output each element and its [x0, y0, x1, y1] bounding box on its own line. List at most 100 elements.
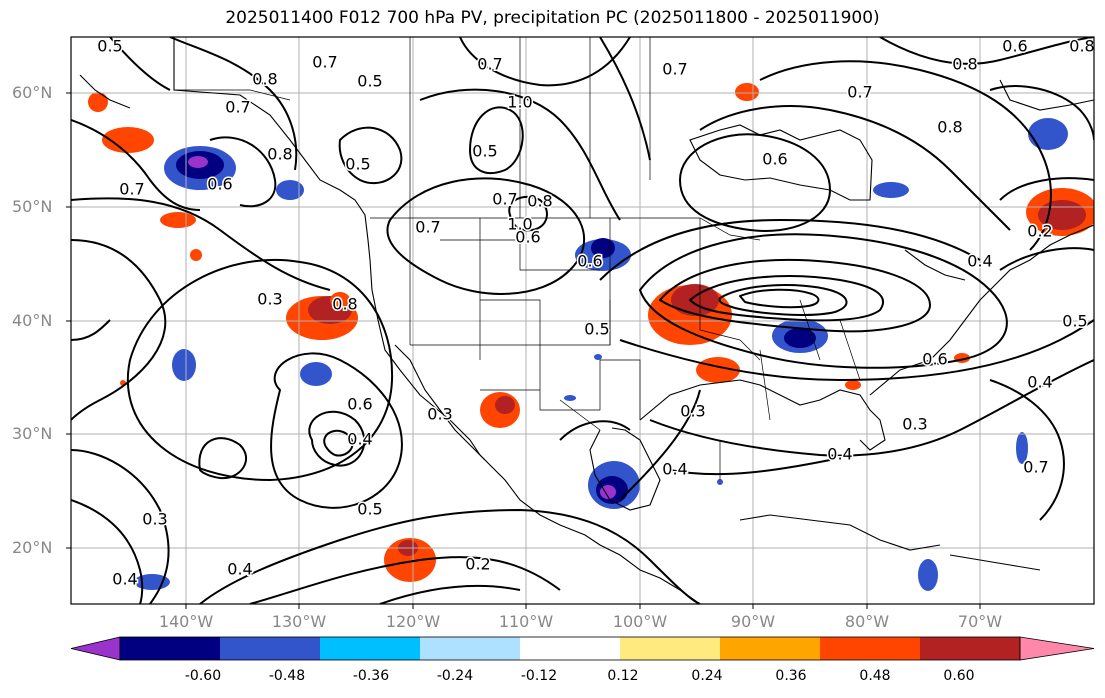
- contour-label: 0.5: [584, 320, 609, 339]
- lon-label: 110°W: [498, 612, 554, 631]
- contour-label: 0.7: [225, 98, 250, 117]
- precip-area: [1016, 432, 1028, 464]
- contour-label: 0.7: [1023, 458, 1048, 477]
- lat-label: 20°N: [12, 538, 53, 557]
- colorbar-swatch: [1019, 636, 1095, 661]
- contour-label: 0.6: [515, 228, 540, 247]
- precip-area: [172, 349, 196, 381]
- precip-area: [188, 156, 208, 168]
- colorbar-swatch: [520, 637, 621, 660]
- contour-label: 0.7: [312, 53, 337, 72]
- pv-contours: [71, 37, 1094, 604]
- lon-label: 80°W: [844, 612, 890, 631]
- precip-area: [88, 92, 108, 112]
- precip-area: [384, 538, 436, 582]
- contour-label: 0.8: [937, 118, 962, 137]
- precip-area: [671, 284, 719, 316]
- lon-label: 100°W: [612, 612, 668, 631]
- colorbar-tick-label: 0.48: [859, 668, 891, 684]
- contour-label: 0.5: [357, 500, 382, 519]
- contour-label: 0.5: [345, 155, 370, 174]
- contour-label: 0.2: [1027, 222, 1052, 241]
- contour-label: 0.4: [662, 460, 687, 479]
- contour-label: 0.4: [112, 570, 137, 589]
- colorbar-tick-label: -0.60: [184, 668, 222, 684]
- precip-area: [276, 180, 304, 200]
- precip-area: [918, 559, 938, 591]
- colorbar-tick-label: 0.36: [775, 668, 807, 684]
- contour-label: 1.0: [507, 93, 532, 112]
- contour-label: 0.4: [227, 560, 252, 579]
- contour-label: 0.6: [922, 350, 947, 369]
- contour-label: 0.4: [967, 252, 992, 271]
- contour-label: 0.7: [415, 218, 440, 237]
- lat-label: 30°N: [12, 424, 53, 443]
- contour-label: 0.8: [527, 192, 552, 211]
- lon-label: 120°W: [385, 612, 441, 631]
- lat-label: 40°N: [12, 311, 53, 330]
- precip-area: [330, 292, 350, 308]
- contour-label: 0.5: [97, 37, 122, 56]
- contour-label: 0.4: [1027, 373, 1052, 392]
- precip-area: [784, 328, 816, 348]
- contour-label: 0.8: [332, 295, 357, 314]
- gridlines: [71, 37, 1094, 604]
- contour-label: 0.6: [762, 150, 787, 169]
- lon-label: 140°W: [158, 612, 214, 631]
- colorbar-tick-label: -0.24: [436, 668, 474, 684]
- contour-label: 0.8: [952, 55, 977, 74]
- contour-label: 0.7: [847, 83, 872, 102]
- contour-label: 0.2: [465, 555, 490, 574]
- precip-area: [564, 395, 576, 401]
- contour-label: 0.7: [119, 180, 144, 199]
- contour-label: 0.5: [357, 72, 382, 91]
- colorbar-tick-label: 0.12: [607, 668, 639, 684]
- colorbar-swatch: [920, 637, 1021, 660]
- colorbar-swatch: [420, 637, 521, 660]
- precip-area: [190, 249, 202, 261]
- axis-ticks: [66, 92, 981, 609]
- colorbar-tick-label: 0.24: [691, 668, 723, 684]
- contour-label: 0.3: [427, 405, 452, 424]
- colorbar-outline: [119, 636, 1021, 661]
- contour-label: 0.3: [142, 510, 167, 529]
- contour-label: 0.6: [207, 175, 232, 194]
- contour-label: 0.3: [257, 290, 282, 309]
- precip-area: [160, 212, 196, 228]
- contour-label: 0.6: [347, 395, 372, 414]
- lat-label: 60°N: [12, 83, 53, 102]
- contour-label: 0.6: [1002, 37, 1027, 56]
- precip-area: [102, 127, 154, 153]
- precip-area: [594, 354, 602, 360]
- precip-area: [591, 238, 615, 258]
- contour-label: 0.5: [1062, 312, 1087, 331]
- contour-label: 0.4: [827, 445, 852, 464]
- precip-area: [600, 485, 616, 499]
- colorbar-tick-label: -0.48: [268, 668, 306, 684]
- colorbar: [70, 636, 1095, 661]
- contour-label: 0.3: [902, 415, 927, 434]
- contour-labels: 0.50.80.70.51.00.71.20.80.60.70.80.60.70…: [96, 37, 1094, 590]
- lon-label: 90°W: [730, 612, 776, 631]
- coastlines: [79, 37, 1094, 604]
- colorbar-swatch: [70, 636, 121, 661]
- colorbar-swatch: [820, 637, 921, 660]
- contour-label: 0.7: [477, 55, 502, 74]
- precip-area: [495, 396, 515, 414]
- precip-area: [300, 362, 332, 386]
- contour-label: 0.3: [680, 402, 705, 421]
- colorbar-swatch: [220, 637, 321, 660]
- colorbar-tick-label: -0.36: [352, 668, 390, 684]
- precip-area: [845, 380, 861, 390]
- lon-label: 70°W: [957, 612, 1003, 631]
- lon-label: 130°W: [271, 612, 327, 631]
- colorbar-swatch: [120, 637, 221, 660]
- precip-area: [1028, 118, 1068, 150]
- contour-label: 0.7: [492, 190, 517, 209]
- contour-label: 0.6: [577, 252, 602, 271]
- contour-label: 0.7: [662, 60, 687, 79]
- colorbar-tick-label: 0.60: [943, 668, 975, 684]
- precip-area: [717, 479, 723, 485]
- colorbar-tick-label: -0.12: [520, 668, 558, 684]
